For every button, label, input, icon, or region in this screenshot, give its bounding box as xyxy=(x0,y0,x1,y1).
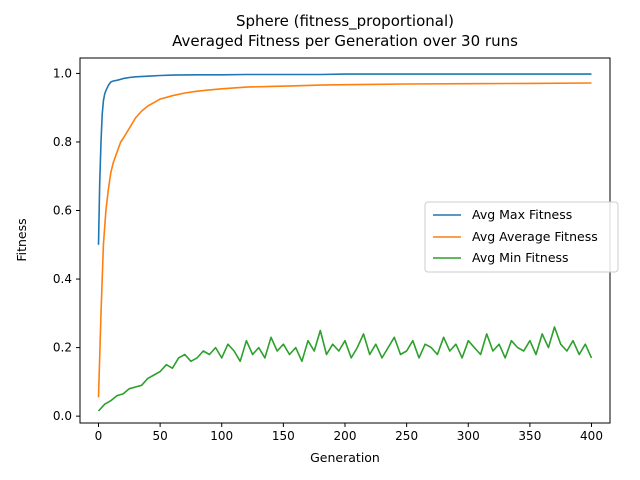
x-tick-label: 200 xyxy=(334,429,357,443)
x-tick-label: 150 xyxy=(272,429,295,443)
y-tick-label: 0.4 xyxy=(53,272,72,286)
y-tick-label: 0.0 xyxy=(53,409,72,423)
series-line-max-fitness xyxy=(97,73,592,245)
y-tick-label: 0.2 xyxy=(53,341,72,355)
x-tick-label: 350 xyxy=(518,429,541,443)
axis-ticks: 0 50 100 150 200 250 300 350 400 0.0 0.2 0.4 0.6 0.8 1… xyxy=(53,66,603,443)
x-axis-label: Generation xyxy=(310,450,380,465)
x-tick-label: 300 xyxy=(457,429,480,443)
legend-label-min: Avg Min Fitness xyxy=(472,250,569,265)
chart-title-line2: Averaged Fitness per Generation over 30 … xyxy=(172,32,518,50)
legend-box xyxy=(424,201,619,273)
y-tick-label: 1.0 xyxy=(53,66,72,80)
x-tick-label: 400 xyxy=(580,429,603,443)
x-tick-label: 100 xyxy=(210,429,233,443)
x-tick-label: 0 xyxy=(95,429,103,443)
series-line-min-fitness xyxy=(97,326,593,412)
chart-title-line1: Sphere (fitness_proportional) xyxy=(236,12,454,31)
x-tick-label: 250 xyxy=(395,429,418,443)
x-tick-label: 50 xyxy=(152,429,167,443)
series-line-average-fitness xyxy=(97,82,592,398)
y-tick-label: 0.6 xyxy=(53,204,72,218)
y-tick-label: 0.8 xyxy=(53,135,72,149)
y-axis-label: Fitness xyxy=(14,218,29,261)
series-lines xyxy=(97,73,593,412)
legend-label-average: Avg Average Fitness xyxy=(472,229,598,244)
legend-label-max: Avg Max Fitness xyxy=(472,207,572,222)
legend: Avg Max Fitness Avg Average Fitness Avg … xyxy=(424,201,619,273)
